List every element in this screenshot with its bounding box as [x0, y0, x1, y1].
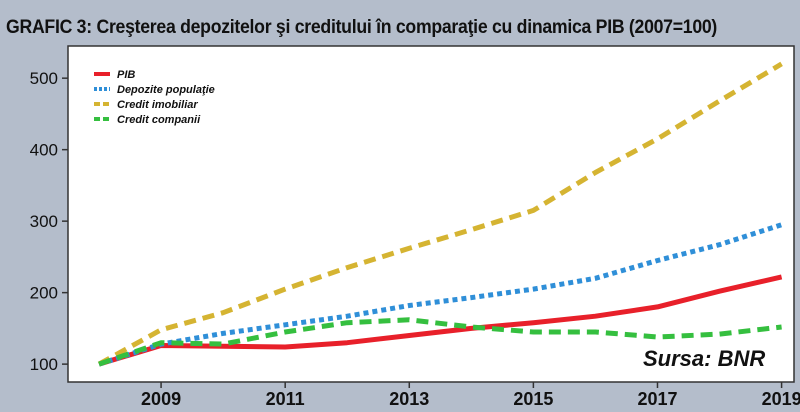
- x-tick-label: 2015: [513, 389, 553, 409]
- source-note: Sursa: BNR: [643, 346, 765, 371]
- legend-label: PIB: [117, 69, 135, 81]
- legend-label: Depozite populaţie: [117, 84, 215, 96]
- legend: PIB Depozite populaţie Credit imobiliar Cre…: [94, 69, 215, 126]
- x-tick-label: 2019: [762, 389, 800, 409]
- x-axis: 2009 2011 2013 2015 2017 2019: [141, 382, 800, 409]
- series-lines: [97, 61, 783, 367]
- series-line-3: [97, 61, 783, 367]
- y-tick-label: 300: [30, 212, 58, 231]
- x-tick-label: 2017: [637, 389, 677, 409]
- y-tick-label: 100: [30, 355, 58, 374]
- plot-area: [67, 45, 795, 383]
- series-line-4: [98, 317, 782, 367]
- x-tick-label: 2011: [266, 389, 305, 409]
- chart-title: GRAFIC 3: Creşterea depozitelor şi credi…: [6, 17, 718, 38]
- series-line-2: [98, 222, 783, 367]
- y-tick-label: 500: [30, 69, 58, 88]
- y-tick-label: 400: [30, 141, 58, 160]
- x-tick-label: 2013: [389, 389, 429, 409]
- x-tick-label: 2009: [141, 389, 181, 409]
- y-axis: 100 200 300 400 500: [30, 69, 68, 374]
- y-tick-label: 200: [30, 284, 58, 303]
- legend-label: Credit imobiliar: [117, 99, 198, 111]
- legend-label: Credit companii: [117, 114, 201, 126]
